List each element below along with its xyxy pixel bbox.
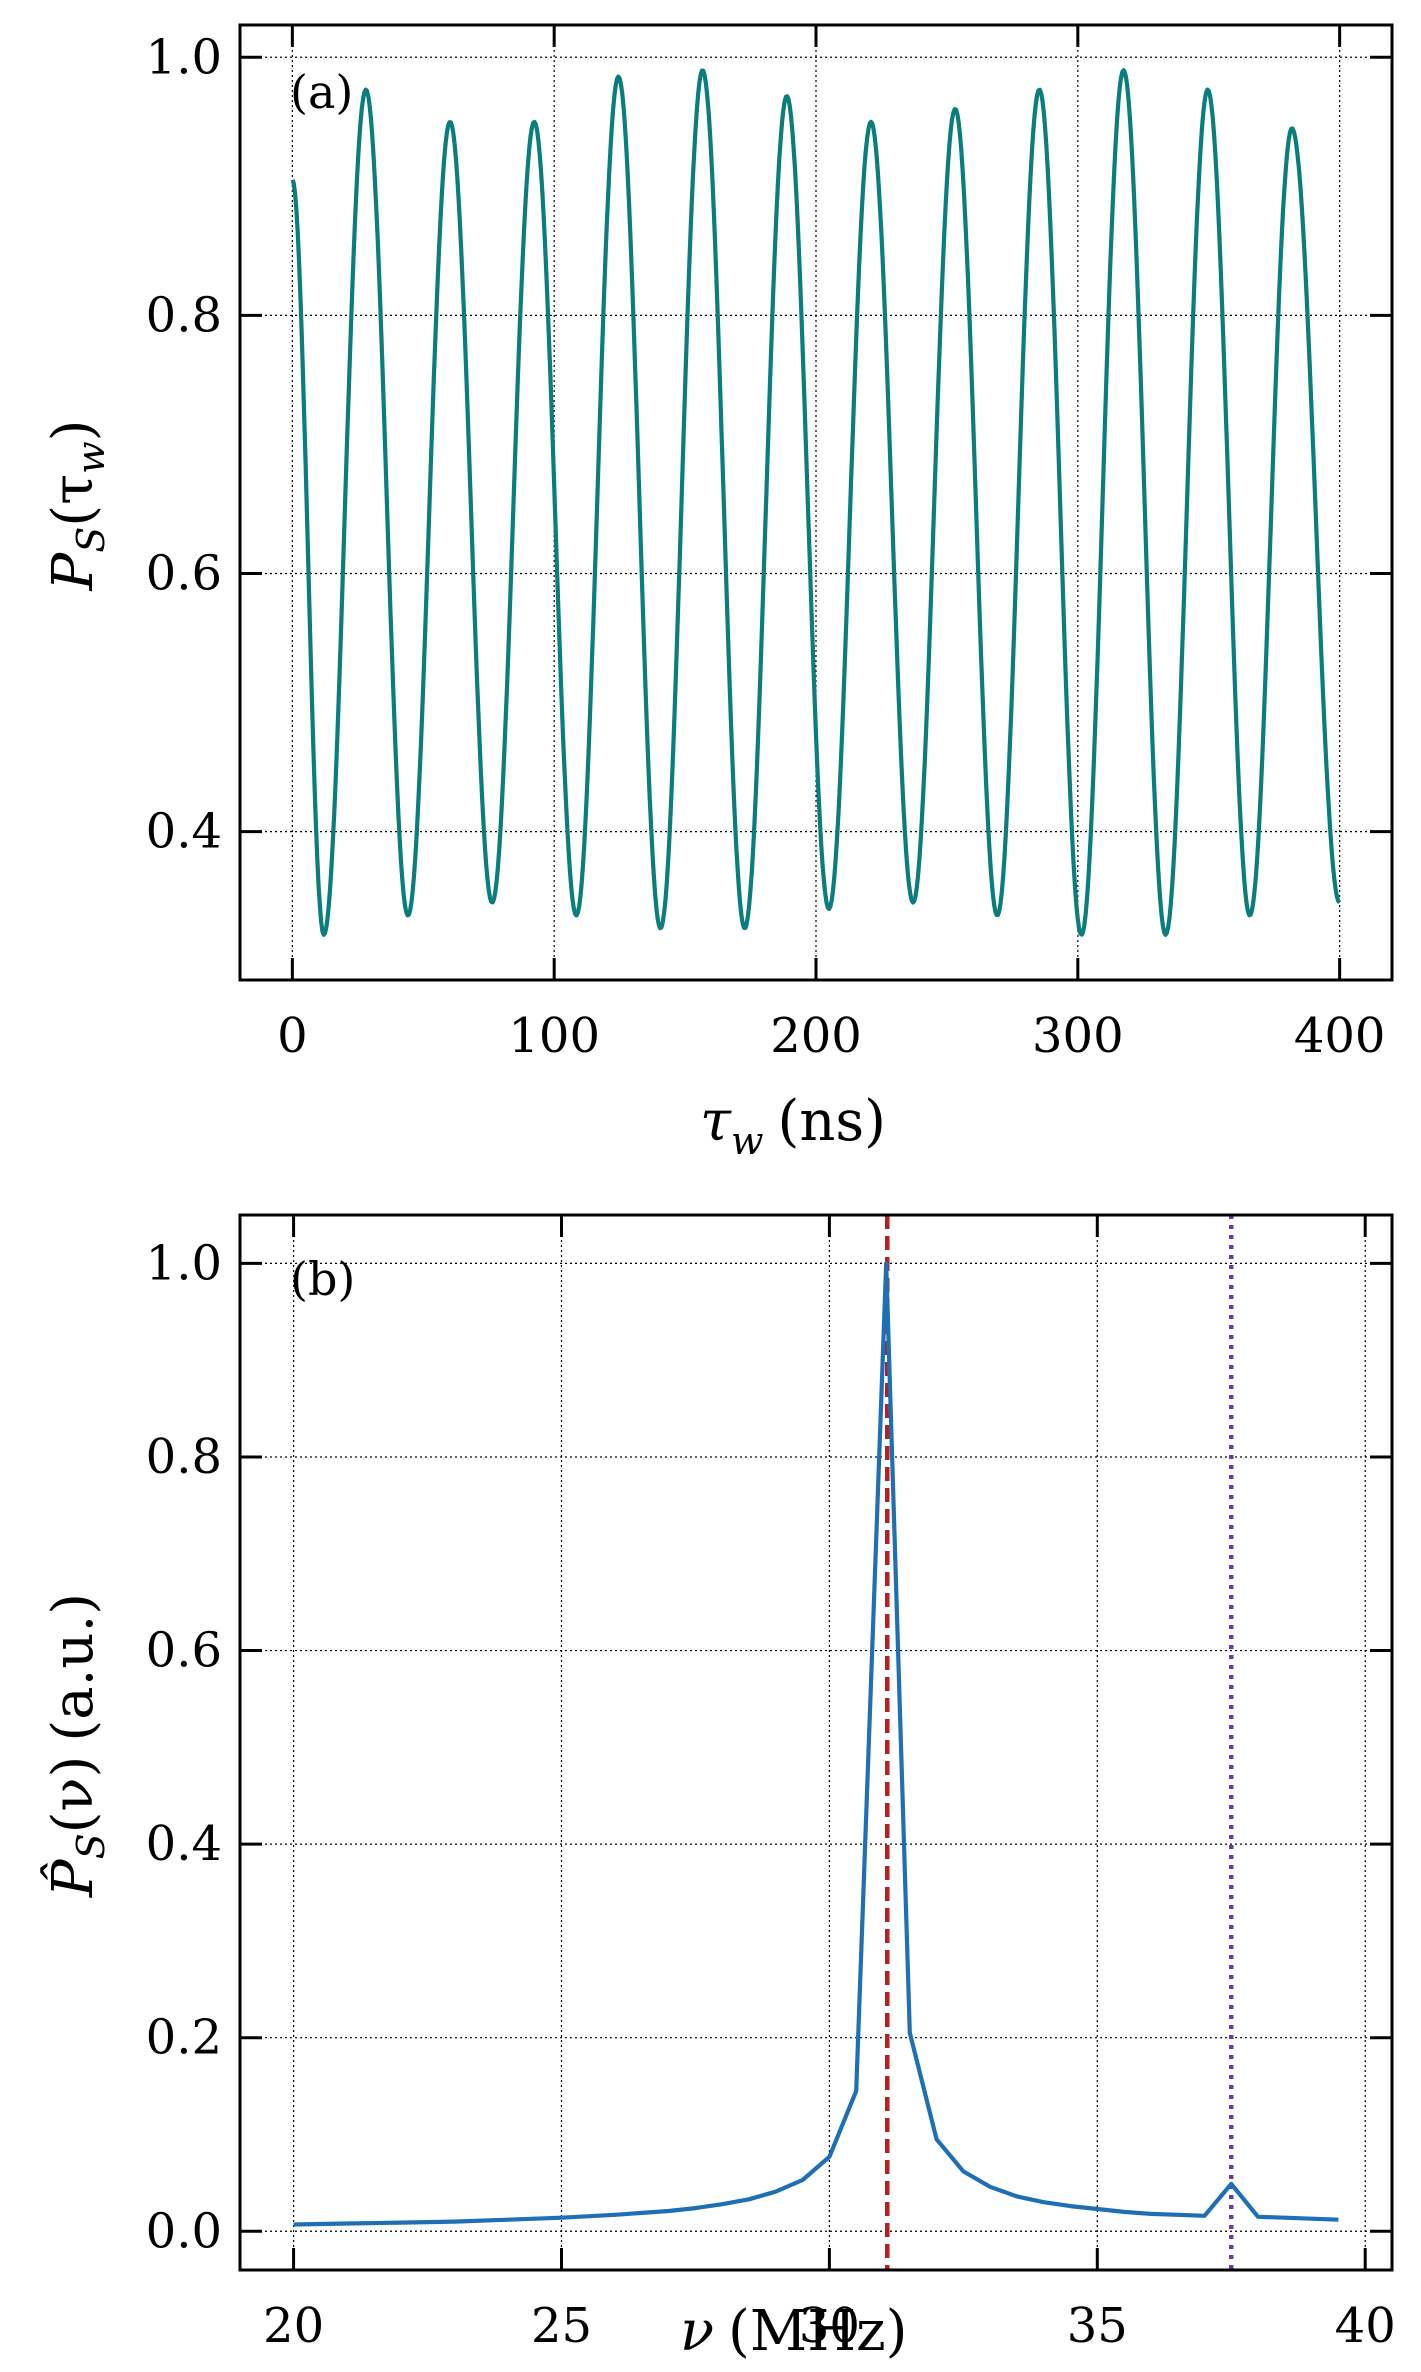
- ticks-b: 20 25 30 35 40 0.0 0.2 0.4 0.6 0.8 1.0: [146, 1215, 1396, 2354]
- panel-label-a: (a): [290, 65, 353, 119]
- y-axis-close-a: ): [41, 420, 106, 442]
- x-axis-unit-a: (ns): [778, 1089, 887, 1154]
- x-tick-label-a: 200: [770, 1008, 862, 1064]
- x-tick-label-b: 30: [799, 2298, 860, 2354]
- y-tick-label-b: 0.6: [146, 1623, 222, 1679]
- y-axis-unit-b: (a.u.): [41, 1593, 106, 1742]
- x-tick-label-b: 20: [263, 2298, 324, 2354]
- panel-label-b: (b): [290, 1252, 355, 1306]
- y-tick-label-b: 0.8: [146, 1429, 222, 1485]
- y-axis-arg-sub-a: w: [69, 441, 113, 474]
- y-axis-symbol-a: P: [41, 551, 106, 591]
- grid-a: [240, 25, 1392, 980]
- x-tick-label-a: 300: [1032, 1008, 1124, 1064]
- panel-b: 20 25 30 35 400.00.20.40.60.81.0 (b) ν (MHz) …: [39, 1213, 1396, 2364]
- reference-lines-b: [885, 1215, 1234, 2270]
- y-tick-label-b: 0.0: [146, 2203, 222, 2259]
- x-axis-sub-a: w: [731, 1119, 764, 1163]
- ticks-a: 0 100 200 300 400 0.4 0.6 0.8 1.0: [146, 25, 1392, 1064]
- y-tick-label-a: 0.4: [146, 804, 222, 860]
- series-line-a: [290, 68, 1342, 937]
- y-axis-label-a: PS(τw): [41, 420, 113, 592]
- series-line-b: [293, 1261, 1339, 2227]
- y-tick-label-a: 0.6: [146, 545, 222, 601]
- y-tick-label-b: 0.4: [146, 1816, 222, 1872]
- x-axis-label-a: τw (ns): [700, 1089, 886, 1163]
- x-tick-label-a: 400: [1294, 1008, 1386, 1064]
- y-axis-sub-a: S: [69, 527, 113, 553]
- grid-b: [240, 1215, 1392, 2270]
- x-axis-label-b: ν (MHz): [680, 2299, 907, 2364]
- plot-frame-b: [238, 1213, 1394, 2272]
- x-axis-symbol-b: ν: [680, 2299, 714, 2364]
- x-axis-unit-b: (MHz): [728, 2299, 907, 2364]
- x-tick-label-b: 40: [1335, 2298, 1396, 2354]
- y-axis-arg-b: (ν): [41, 1756, 106, 1834]
- x-tick-label-b: 25: [531, 2298, 592, 2354]
- x-tick-label-a: 100: [508, 1008, 600, 1064]
- y-tick-label-a: 1.0: [146, 29, 222, 85]
- x-tick-label-a: 0: [277, 1008, 308, 1064]
- y-axis-arg-a: (τ: [41, 474, 106, 527]
- y-axis-label-b: P̂S(ν) (a.u.): [39, 1593, 113, 1898]
- y-tick-label-b: 0.2: [146, 2010, 222, 2066]
- x-tick-label-b: 35: [1067, 2298, 1128, 2354]
- y-tick-label-a: 0.8: [146, 287, 222, 343]
- y-axis-symbol-b: P̂: [39, 1858, 106, 1898]
- y-tick-label-b: 1.0: [146, 1235, 222, 1291]
- x-axis-symbol-a: τ: [700, 1089, 732, 1154]
- y-axis-sub-b: S: [69, 1833, 113, 1859]
